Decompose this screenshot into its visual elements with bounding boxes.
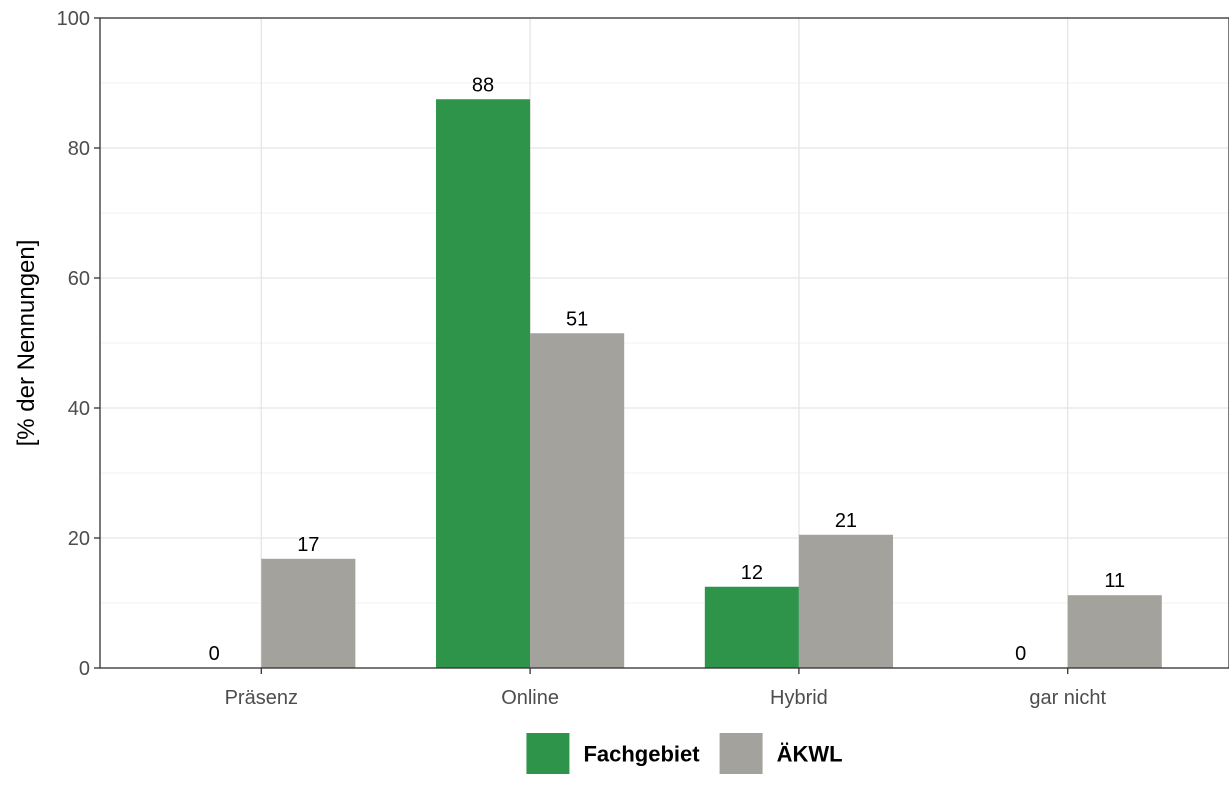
x-axis: Präsenz Online Hybrid gar nicht (225, 668, 1107, 709)
bar-ÄKWL-Online (530, 333, 625, 668)
legend-key-ÄKWL (719, 733, 763, 774)
x-tick-label: Online (501, 687, 559, 709)
y-tick-label: 20 (68, 528, 90, 550)
bar-ÄKWL-Präsenz (261, 558, 356, 668)
y-tick-label: 60 (68, 268, 90, 290)
data-label: 0 (209, 643, 220, 665)
bar-ÄKWL-Hybrid (798, 534, 893, 668)
x-tick-label: gar nicht (1029, 687, 1106, 709)
data-label: 12 (741, 562, 763, 584)
bar-Fachgebiet-Online (436, 99, 531, 668)
y-tick-label: 40 (68, 398, 90, 420)
data-label: 0 (1015, 643, 1026, 665)
data-label: 51 (566, 308, 588, 330)
bar-Fachgebiet-Hybrid (704, 586, 799, 668)
x-tick-label: Präsenz (225, 687, 298, 709)
y-tick-label: 100 (57, 8, 90, 30)
x-tick-label: Hybrid (770, 687, 828, 709)
legend-label: Fachgebiet (583, 742, 700, 767)
data-label: 88 (472, 74, 494, 96)
legend: Fachgebiet ÄKWL (526, 733, 843, 774)
data-labels: 0 88 12 0 17 51 21 11 (209, 74, 1125, 665)
data-label: 17 (297, 534, 319, 556)
data-label: 21 (835, 510, 857, 532)
bar-ÄKWL-gar nicht (1067, 595, 1162, 668)
y-tick-label: 0 (79, 658, 90, 680)
legend-key-Fachgebiet (526, 733, 570, 774)
y-tick-label: 80 (68, 138, 90, 160)
plot-border (99, 17, 1229, 669)
data-label: 11 (1104, 570, 1125, 592)
y-axis-title: [% der Nennungen] (13, 240, 40, 447)
legend-label: ÄKWL (777, 742, 843, 767)
y-axis: 0 20 40 60 80 100 (57, 8, 100, 680)
bars (261, 99, 1162, 668)
